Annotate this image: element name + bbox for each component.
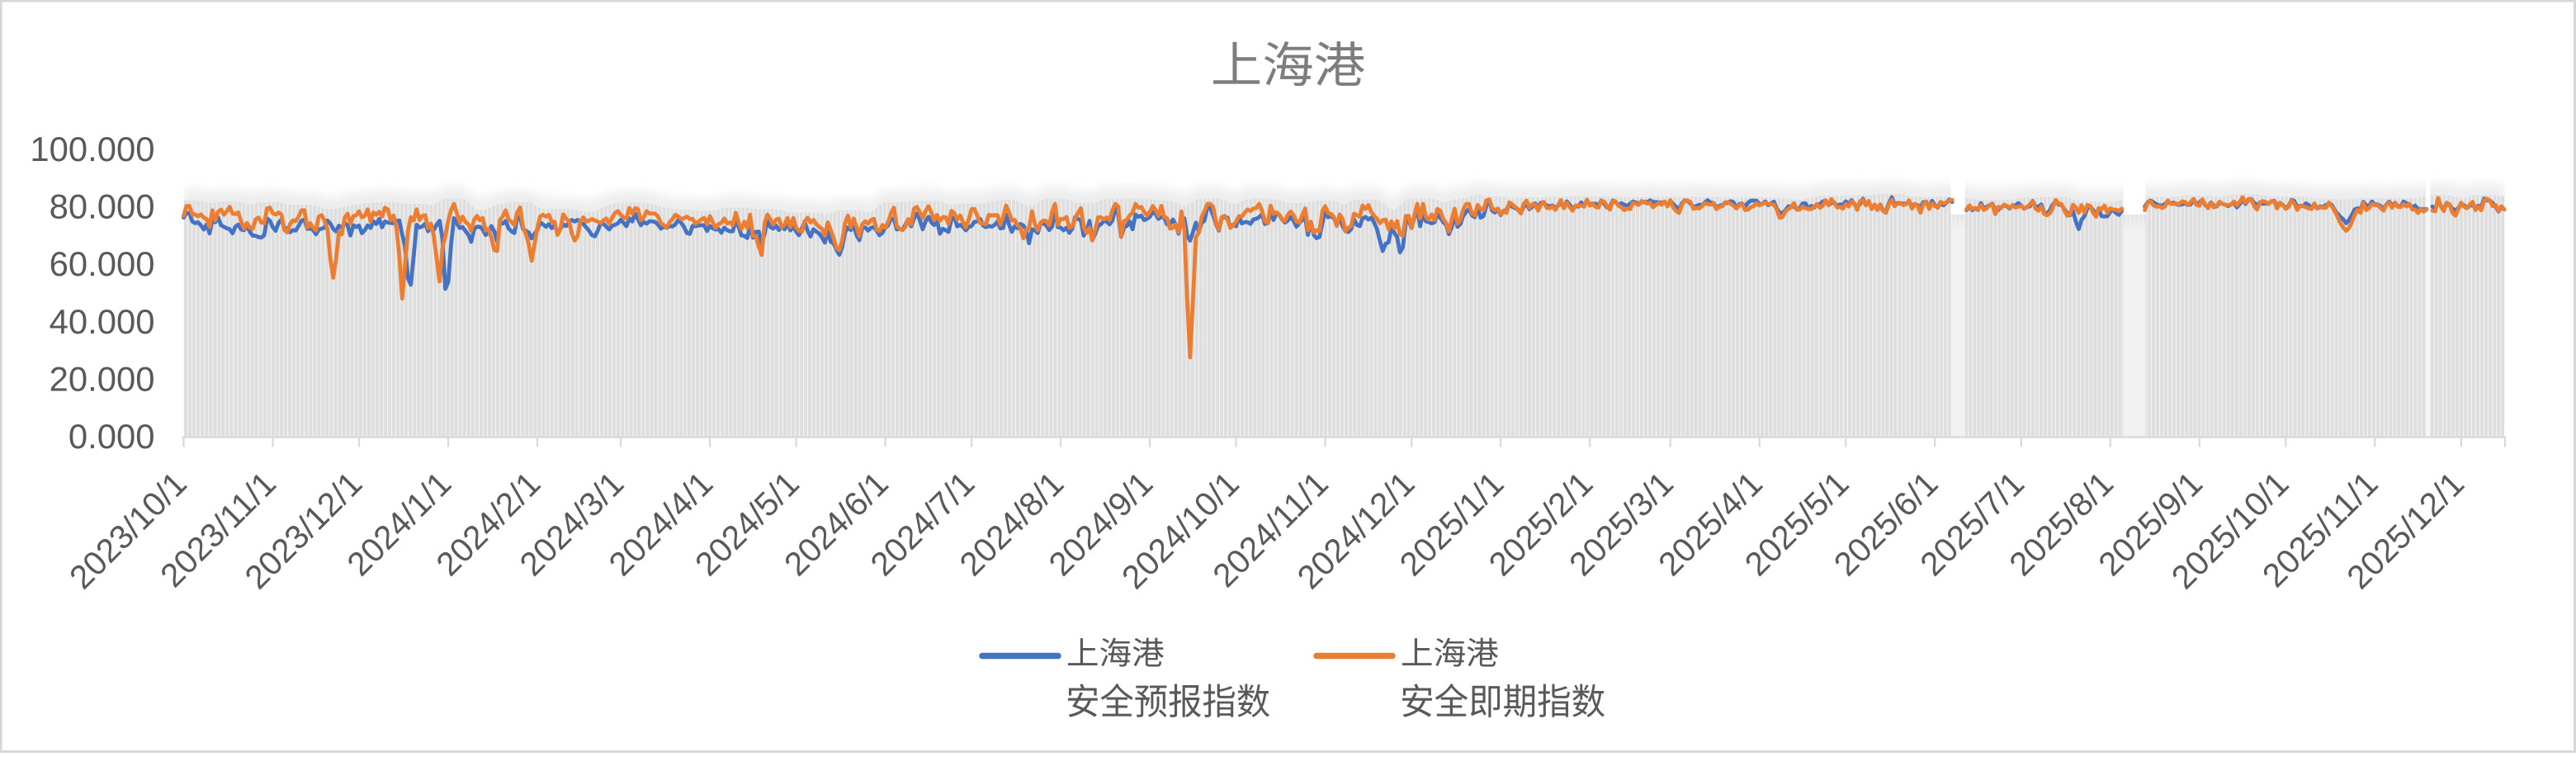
svg-text:60.000: 60.000 [50,244,155,283]
svg-text:0.000: 0.000 [69,417,155,456]
svg-text:40.000: 40.000 [50,302,155,341]
svg-text:20.000: 20.000 [50,359,155,398]
svg-text:100.000: 100.000 [30,130,154,168]
svg-text:80.000: 80.000 [50,187,155,226]
